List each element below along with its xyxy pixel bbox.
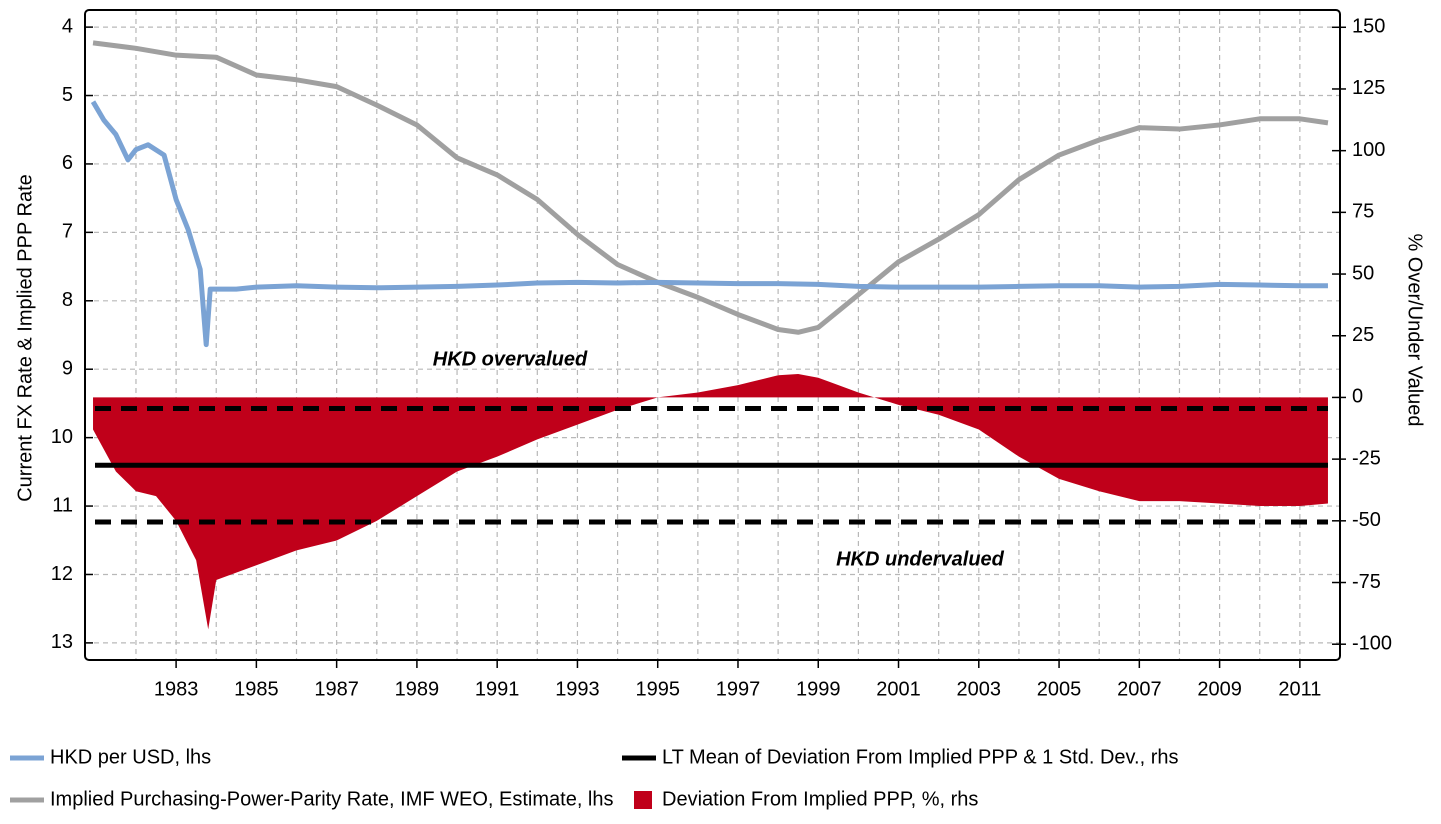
x-tick-label: 2005 xyxy=(1037,678,1082,700)
y2-tick-label: 50 xyxy=(1352,262,1374,284)
y-tick-label: 4 xyxy=(62,15,73,37)
legend-swatch xyxy=(634,791,652,809)
legend-label: HKD per USD, lhs xyxy=(50,746,211,768)
y2-tick-label: 75 xyxy=(1352,201,1374,223)
legend-label: Deviation From Implied PPP, %, rhs xyxy=(662,788,978,810)
x-tick-label: 2007 xyxy=(1117,678,1162,700)
x-tick-label: 1987 xyxy=(314,678,359,700)
line xyxy=(90,100,1328,348)
legend-label: LT Mean of Deviation From Implied PPP & … xyxy=(662,746,1179,768)
y2-tick-label: 100 xyxy=(1352,139,1385,161)
x-tick-label: 1999 xyxy=(796,678,841,700)
y2-tick-label: 150 xyxy=(1352,16,1385,38)
y2-tick-label: 125 xyxy=(1352,77,1385,99)
y-tick-label: 9 xyxy=(62,357,73,379)
legend: Deviation From Implied PPP, %, rhs LT Mea… xyxy=(10,746,1179,810)
y-tick-label: 12 xyxy=(51,563,73,585)
x-tick-label: 2001 xyxy=(876,678,921,700)
y-tick-label: 11 xyxy=(52,494,73,516)
y-tick-label: 10 xyxy=(51,426,73,448)
area xyxy=(93,373,1328,630)
y-axis-label: Current FX Rate & Implied PPP Rate xyxy=(14,174,36,502)
y-tick-label: 6 xyxy=(62,152,73,174)
legend-label: Implied Purchasing-Power-Parity Rate, IM… xyxy=(50,788,614,810)
y2-axis-label: % Over/Under Valued xyxy=(1404,233,1426,426)
x-tick-label: 1991 xyxy=(475,678,520,700)
y-tick-label: 7 xyxy=(62,221,73,243)
x-tick-label: 1985 xyxy=(234,678,279,700)
x-tick-label: 2011 xyxy=(1278,678,1321,700)
y-tick-label: 5 xyxy=(62,84,73,106)
x-tick-label: 1989 xyxy=(395,678,440,700)
annotation: HKD overvalued xyxy=(433,348,588,370)
y2-tick-label: 0 xyxy=(1352,386,1363,408)
x-tick-label: 2003 xyxy=(957,678,1002,700)
y2-tick-label: -50 xyxy=(1352,509,1381,531)
line xyxy=(92,40,1329,335)
y2-tick-label: 25 xyxy=(1352,324,1374,346)
annotation: HKD undervalued xyxy=(836,548,1005,570)
x-tick-label: 1993 xyxy=(555,678,600,700)
y-tick-label: 8 xyxy=(62,289,73,311)
y2-tick-label: -100 xyxy=(1352,632,1392,654)
plot-frame xyxy=(84,9,1341,661)
x-tick-label: 1995 xyxy=(635,678,680,700)
x-tick-label: 2009 xyxy=(1197,678,1242,700)
x-tick-label: 1997 xyxy=(716,678,761,700)
y2-tick-label: -25 xyxy=(1352,447,1381,469)
y-tick-label: 13 xyxy=(51,631,73,653)
y2-tick-label: -75 xyxy=(1352,571,1381,593)
x-tick-label: 1983 xyxy=(154,678,199,700)
